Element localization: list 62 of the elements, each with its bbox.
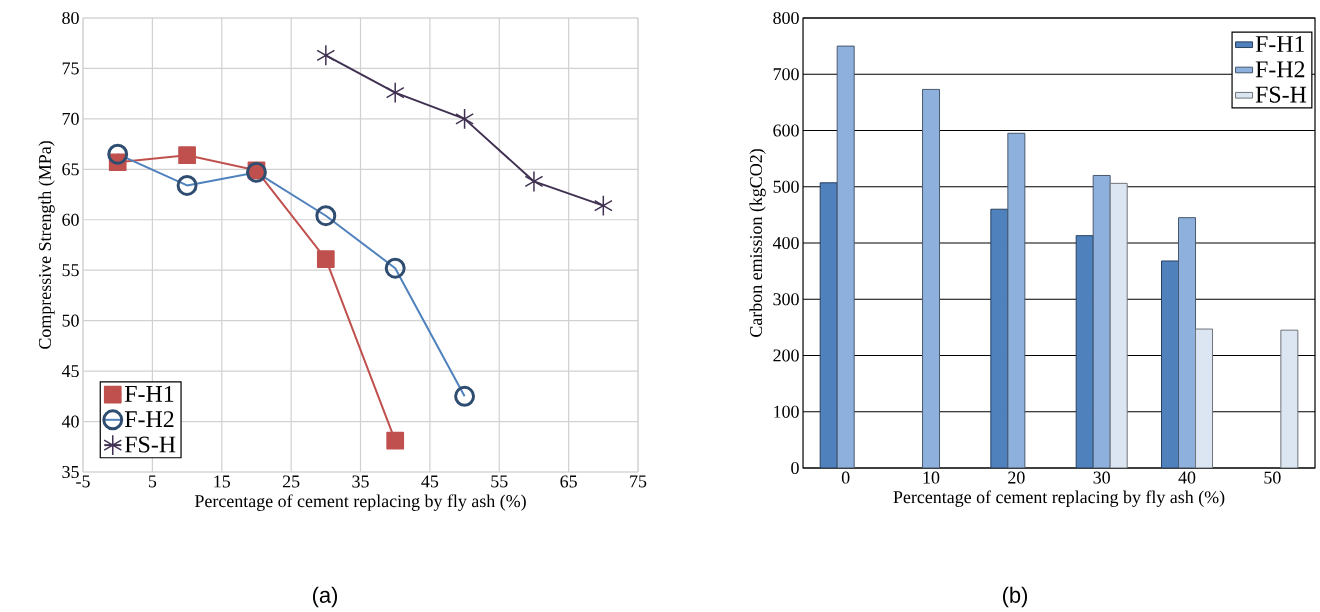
x-tick-label: 75 <box>630 475 647 488</box>
bar <box>922 88 941 468</box>
y-tick-label: 50 <box>62 314 79 327</box>
x-tick-label: 15 <box>214 475 231 488</box>
legend-label: F-H2 <box>124 411 174 427</box>
y-tick-label: 60 <box>62 213 79 226</box>
legend-label: FS-H <box>1255 86 1307 103</box>
point <box>385 81 405 104</box>
bar <box>1195 328 1214 468</box>
x-tick-label: 40 <box>1178 471 1196 484</box>
x-tick-label: 50 <box>1264 471 1281 484</box>
bar <box>1280 329 1299 468</box>
point <box>455 108 474 130</box>
y-tick-label: 600 <box>773 124 799 137</box>
y-tick-label: 300 <box>773 293 799 306</box>
x-tick-label: 55 <box>491 475 508 488</box>
y-tick-label: 100 <box>774 405 799 418</box>
y-tick-label: 55 <box>62 264 79 277</box>
y-tick-label: 40 <box>61 415 79 428</box>
x-axis-title: Percentage of cement replacing by fly ash (%) <box>194 494 526 511</box>
bar <box>1092 174 1111 468</box>
y-axis-title: Carbon emission (kgCO2) <box>749 149 766 337</box>
point <box>316 250 335 268</box>
x-tick-label: 30 <box>1093 471 1110 484</box>
legend-label: FS-H <box>124 436 176 453</box>
y-tick-label: 45 <box>61 365 79 378</box>
point <box>386 431 405 450</box>
legend-label: F-H2 <box>1255 61 1305 78</box>
bar <box>836 45 855 468</box>
y-tick-label: 0 <box>791 461 799 475</box>
point <box>524 170 544 193</box>
bar <box>1161 260 1180 468</box>
y-tick-label: 75 <box>62 62 79 75</box>
legend-label: F-H1 <box>124 385 174 402</box>
legend-label: F-H1 <box>1255 36 1305 52</box>
text: (a) <box>312 586 338 608</box>
x-tick-label: 65 <box>560 475 577 488</box>
x-tick-label: 35 <box>352 475 369 488</box>
y-tick-label: 400 <box>772 236 799 250</box>
y-tick-label: 500 <box>773 180 799 193</box>
y-tick-label: 70 <box>62 112 79 125</box>
bar <box>1075 235 1094 468</box>
y-tick-label: 200 <box>773 349 799 362</box>
x-tick-label: 25 <box>282 475 300 488</box>
x-tick-label: 45 <box>421 475 439 488</box>
bar <box>1109 182 1128 468</box>
y-tick-label: 700 <box>773 68 799 81</box>
x-tick-label: 10 <box>923 471 940 484</box>
x-tick-label: 0 <box>841 471 850 484</box>
point <box>593 194 613 217</box>
text: (b) <box>1002 586 1028 608</box>
y-tick-label: 65 <box>62 163 79 176</box>
x-axis-title: Percentage of cement replacing by fly ash (%) <box>893 490 1225 507</box>
y-tick-label: 800 <box>773 11 799 25</box>
point <box>316 44 336 67</box>
y-tick-label: 80 <box>62 11 79 25</box>
bar <box>819 182 838 468</box>
bar <box>1178 217 1197 468</box>
y-axis-title: Compressive Strength (MPa) <box>38 141 55 349</box>
x-tick-label: 20 <box>1008 471 1025 484</box>
x-tick-label: 5 <box>148 475 157 488</box>
point <box>178 146 196 165</box>
